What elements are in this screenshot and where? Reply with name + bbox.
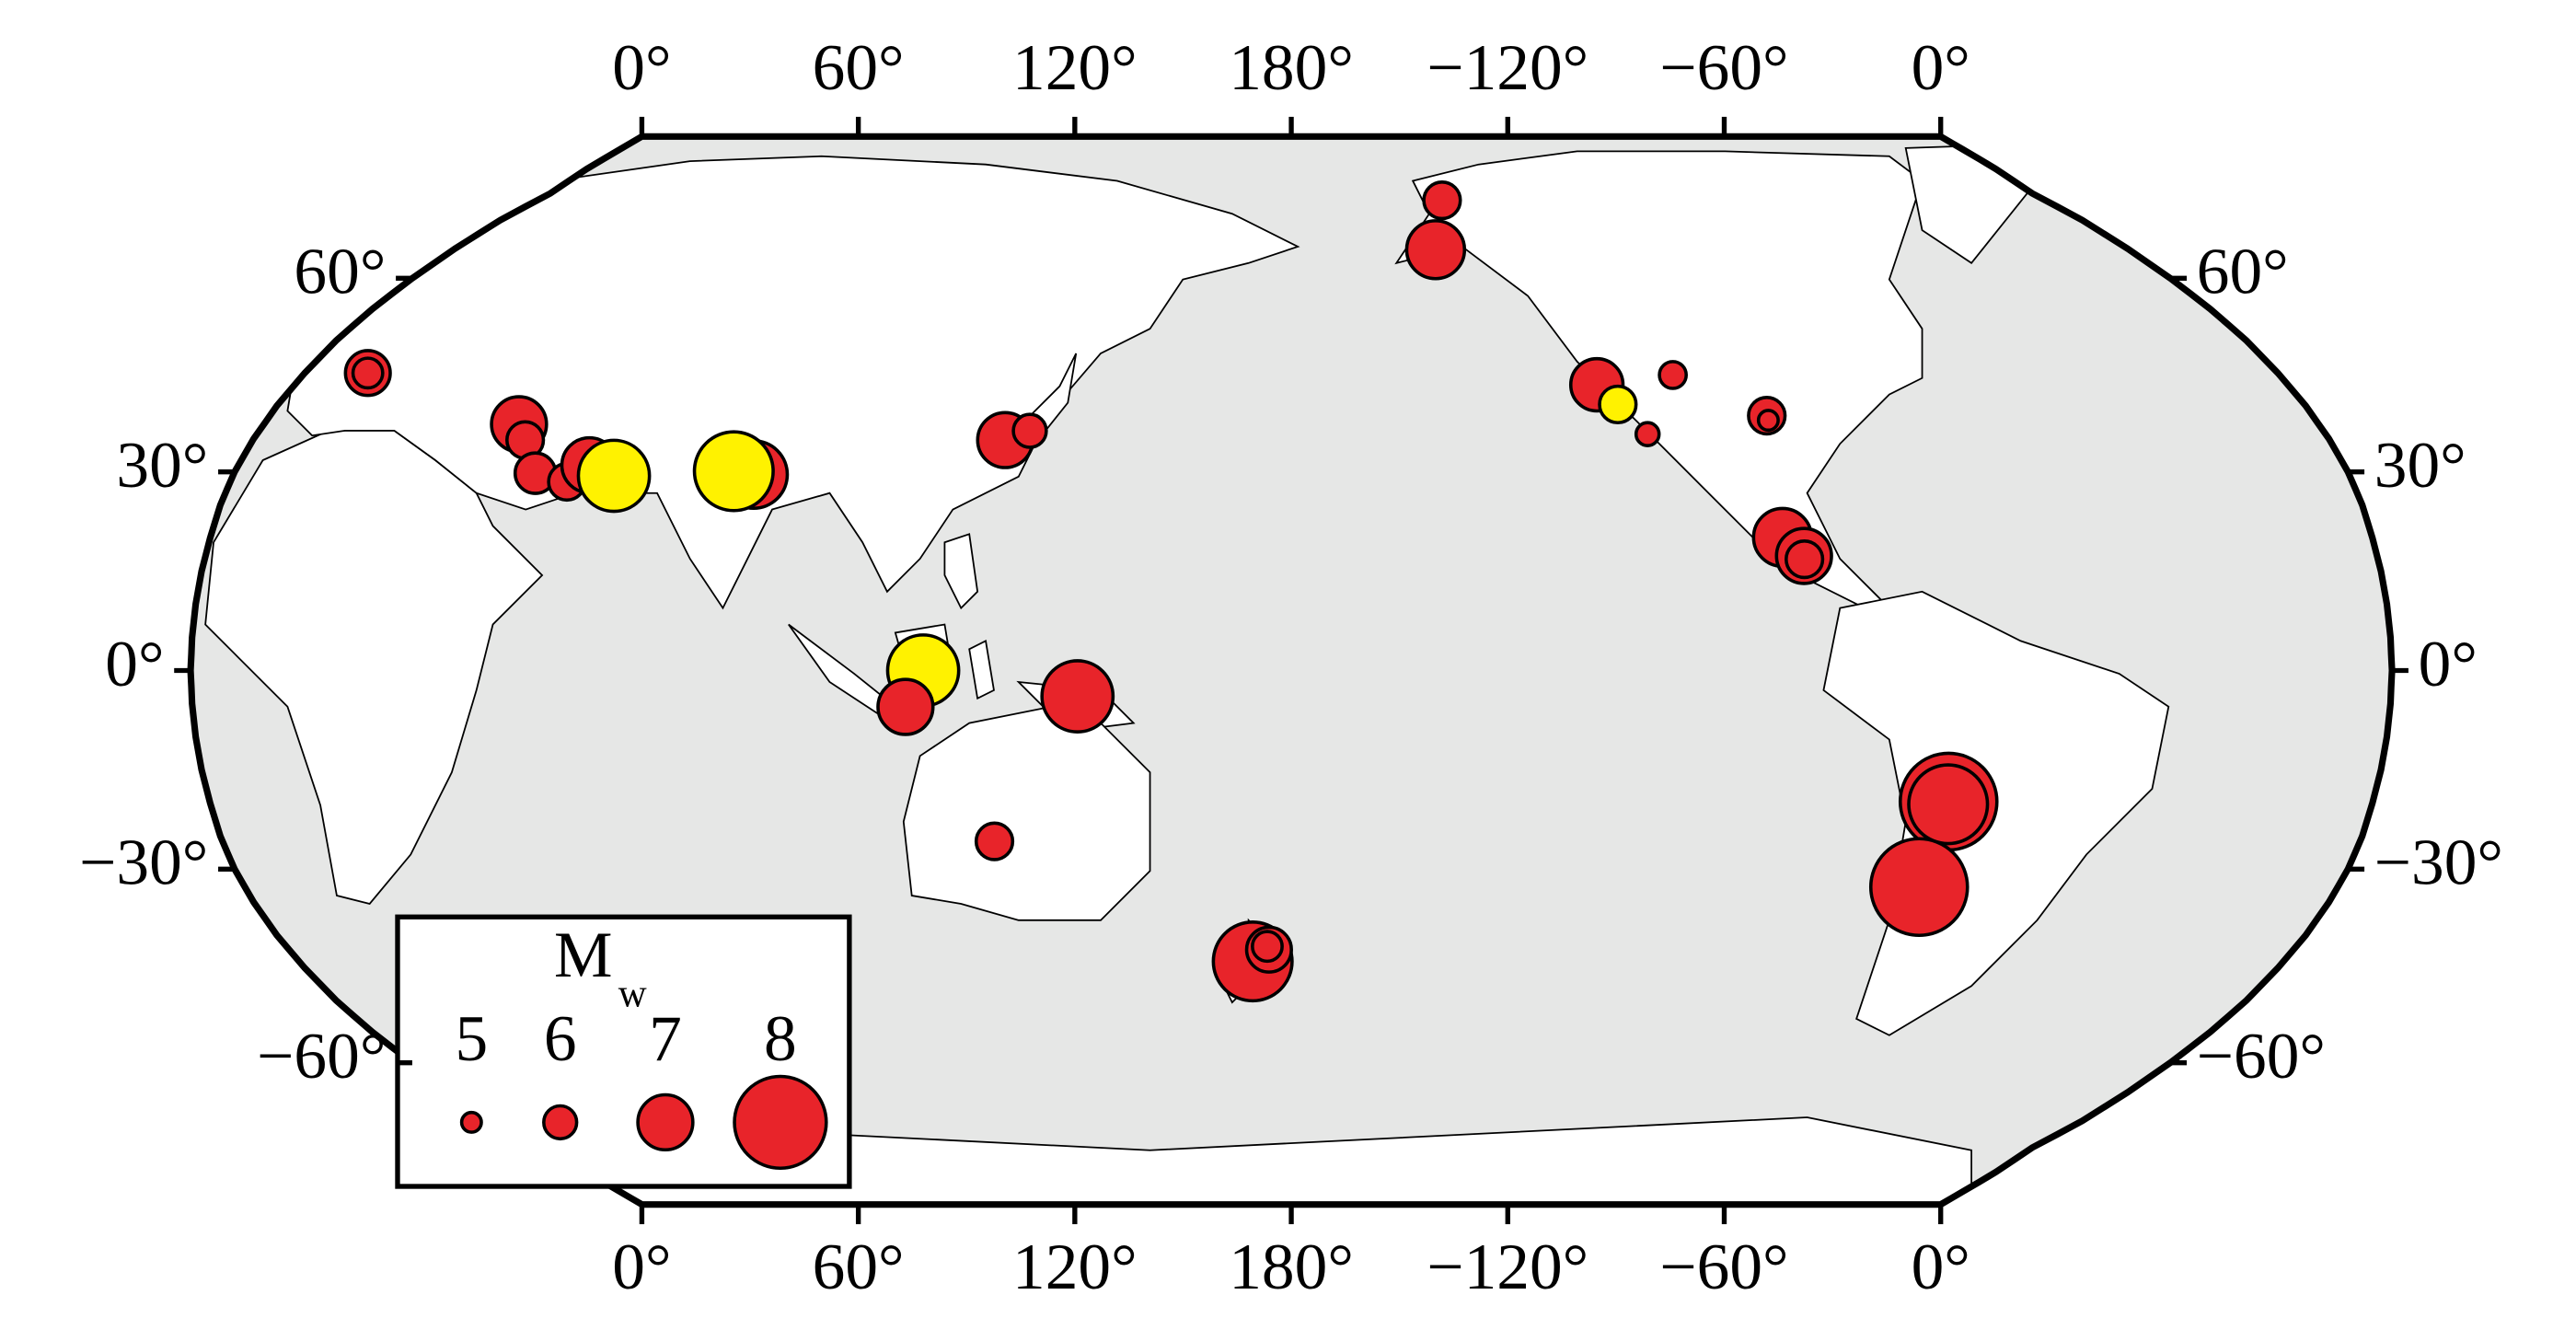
earthquake <box>876 677 935 736</box>
legend-symbol <box>459 1110 483 1134</box>
earthquake <box>1040 659 1115 734</box>
x-tick-label-top: 60° <box>813 31 905 104</box>
earthquakes <box>343 180 1999 1003</box>
x-tick-label-top: −120° <box>1427 31 1588 104</box>
earthquake <box>1598 384 1638 425</box>
earthquake <box>1251 930 1284 964</box>
y-tick-label-right: −60° <box>2197 1020 2326 1093</box>
legend-title: M <box>554 919 612 991</box>
earthquake <box>1422 180 1462 221</box>
legend-label: 7 <box>649 1002 682 1075</box>
y-tick-label-left: 30° <box>116 429 208 502</box>
legend-subscript: w <box>618 973 647 1016</box>
earthquake <box>576 438 652 514</box>
y-tick-label-right: −30° <box>2374 827 2503 899</box>
y-tick-label-right: 60° <box>2197 236 2289 308</box>
legend-symbol <box>733 1074 828 1171</box>
x-tick-label-top: 180° <box>1229 31 1354 104</box>
australia <box>902 705 1151 921</box>
x-tick-label-bottom: −60° <box>1659 1231 1788 1303</box>
y-tick-label-right: 0° <box>2419 628 2478 700</box>
legend-symbol <box>636 1093 695 1152</box>
earthquake <box>1868 837 1970 938</box>
y-tick-label-right: 30° <box>2374 429 2466 502</box>
philippines <box>943 533 979 610</box>
legend-label: 5 <box>455 1002 488 1075</box>
x-tick-label-top: 0° <box>612 31 671 104</box>
x-tick-label-top: 0° <box>1912 31 1970 104</box>
earthquake <box>692 430 775 513</box>
x-tick-label-bottom: 60° <box>813 1231 905 1303</box>
earthquake <box>1756 409 1780 433</box>
x-tick-label-bottom: −120° <box>1427 1231 1588 1303</box>
earthquake <box>1404 219 1467 281</box>
y-tick-label-left: 0° <box>105 628 164 700</box>
y-tick-label-left: −60° <box>257 1020 386 1093</box>
earthquake <box>1907 763 1990 846</box>
x-tick-label-bottom: 120° <box>1012 1231 1138 1303</box>
earthquake <box>974 821 1015 861</box>
legend-label: 6 <box>544 1002 577 1075</box>
x-tick-label-top: 120° <box>1012 31 1138 104</box>
earthquake <box>351 356 385 390</box>
legend-label: 8 <box>764 1002 797 1075</box>
antarctica <box>541 1116 1972 1205</box>
x-tick-label-top: −60° <box>1659 31 1788 104</box>
x-tick-label-bottom: 0° <box>612 1231 671 1303</box>
earthquake <box>1658 360 1688 390</box>
legend-symbol <box>542 1104 579 1141</box>
y-tick-label-left: 60° <box>294 236 386 308</box>
earthquake <box>1011 412 1048 449</box>
earthquake <box>1785 539 1825 580</box>
x-tick-label-bottom: 180° <box>1229 1231 1354 1303</box>
earthquake <box>1634 421 1661 447</box>
y-tick-label-left: −30° <box>79 827 208 899</box>
x-tick-label-bottom: 0° <box>1912 1231 1970 1303</box>
